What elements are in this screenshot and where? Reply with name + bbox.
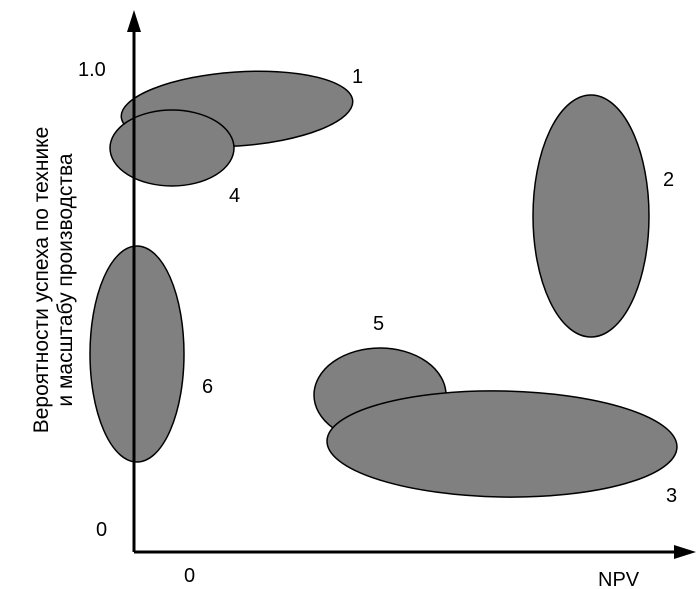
project-5-label: 5 — [373, 313, 384, 335]
project-2-label: 2 — [663, 169, 674, 191]
y-axis-label-line1: Вероятности успеха по технике — [30, 127, 53, 434]
x-axis-arrow-icon — [674, 545, 696, 559]
project-3-ellipse — [326, 390, 678, 498]
project-6-ellipse — [89, 245, 185, 463]
project-2-ellipse — [532, 94, 650, 338]
x-axis-label: NPV — [598, 569, 640, 589]
project-3-label: 3 — [666, 485, 677, 507]
y-tick-top-label: 1.0 — [78, 59, 106, 81]
y-axis-arrow-icon — [127, 10, 141, 32]
y-axis-label-line2: и масштабу производства — [54, 153, 77, 407]
project-4-ellipse — [109, 109, 235, 187]
project-1-label: 1 — [352, 66, 363, 88]
x-tick-origin-label: 0 — [184, 565, 195, 587]
project-4-label: 4 — [229, 185, 240, 207]
y-tick-origin-label: 0 — [96, 519, 107, 541]
project-6-label: 6 — [202, 376, 213, 398]
